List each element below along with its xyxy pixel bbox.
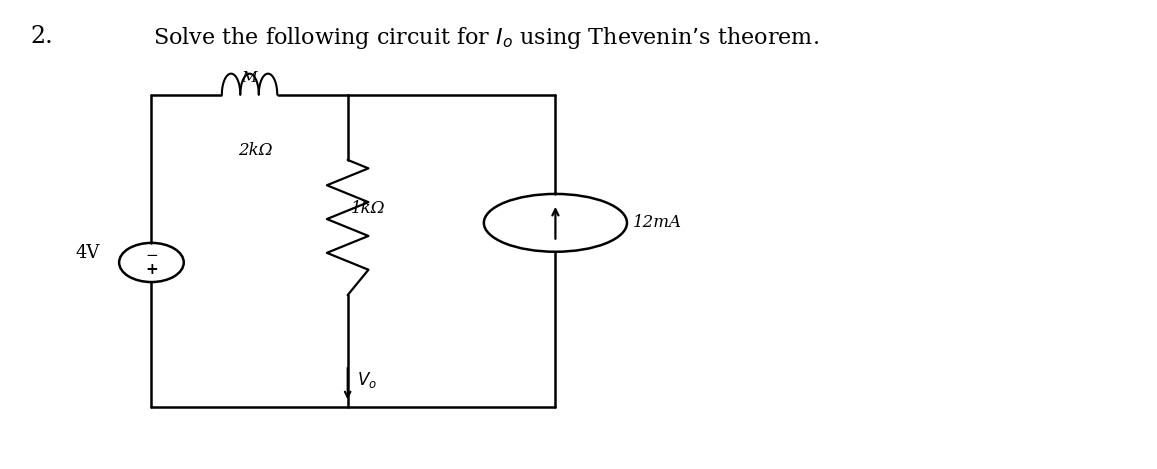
Text: −: − (145, 248, 157, 263)
Text: 2.: 2. (30, 25, 53, 48)
Text: 2kΩ: 2kΩ (238, 142, 273, 159)
Text: M: M (242, 71, 257, 85)
Text: $V_o$: $V_o$ (356, 370, 377, 390)
Text: 12mA: 12mA (633, 214, 681, 231)
Text: Solve the following circuit for $I_o$ using Thevenin’s theorem.: Solve the following circuit for $I_o$ us… (153, 25, 819, 51)
Text: 1kΩ: 1kΩ (351, 200, 385, 217)
Text: +: + (145, 263, 157, 278)
Text: 4V: 4V (75, 244, 100, 262)
